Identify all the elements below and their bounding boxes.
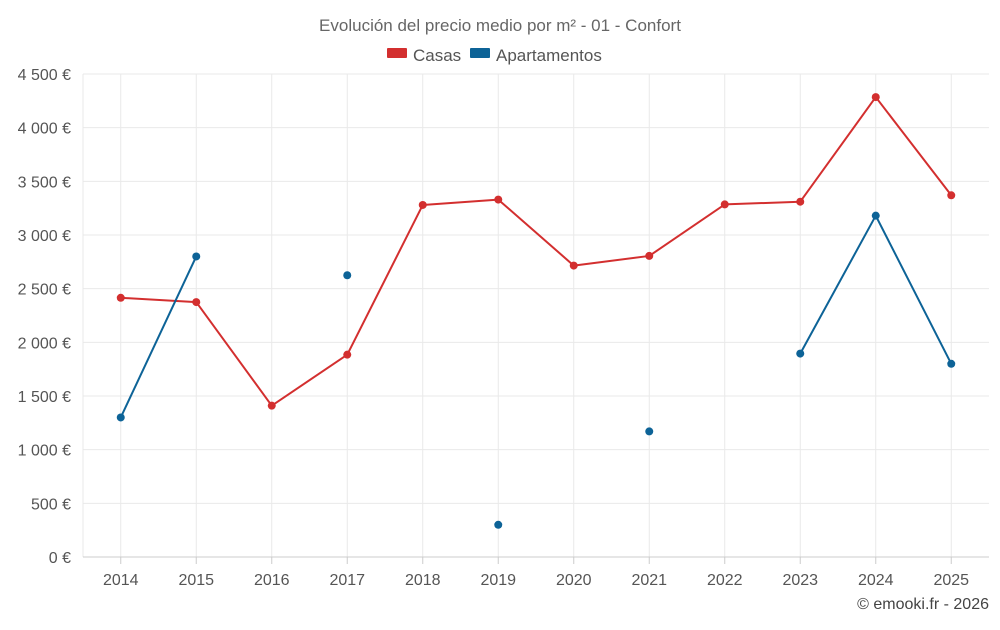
y-tick-label: 2 500 €	[18, 282, 71, 299]
data-point-casas[interactable]	[418, 200, 427, 209]
data-point-casas[interactable]	[267, 401, 276, 410]
data-point-casas[interactable]	[116, 293, 125, 302]
axes: 0 € 500 € 1 000 € 1 500 € 2 000 € 2 500 € 3 00…	[18, 67, 989, 589]
data-point-casas[interactable]	[720, 200, 729, 209]
data-point-casas[interactable]	[569, 261, 578, 270]
data-point-casas[interactable]	[645, 251, 654, 260]
y-tick-label: 1 500 €	[18, 389, 71, 406]
data-point-apartamentos[interactable]	[192, 252, 201, 261]
x-tick-label: 2022	[707, 572, 743, 589]
series-line-apartamentos	[119, 256, 198, 418]
chart-title: Evolución del precio medio por m² - 01 -…	[319, 16, 681, 35]
data-point-apartamentos[interactable]	[645, 427, 654, 436]
data-point-apartamentos[interactable]	[494, 520, 503, 529]
x-tick-label: 2023	[782, 572, 818, 589]
x-tick-label: 2014	[103, 572, 139, 589]
x-tick-label: 2024	[858, 572, 894, 589]
x-tick-label: 2015	[178, 572, 214, 589]
x-tick-label: 2018	[405, 572, 441, 589]
data-point-casas[interactable]	[947, 191, 956, 200]
data-point-apartamentos[interactable]	[871, 211, 880, 220]
x-tick-label: 2017	[329, 572, 365, 589]
data-point-casas[interactable]	[343, 350, 352, 359]
credit-text: © emooki.fr - 2026	[857, 596, 989, 613]
legend-swatch-casas	[387, 48, 407, 58]
legend-swatch-apartamentos	[470, 48, 490, 58]
y-tick-label: 3 500 €	[18, 174, 71, 191]
x-tick-label: 2020	[556, 572, 592, 589]
data-point-apartamentos[interactable]	[796, 349, 805, 358]
x-tick-label: 2016	[254, 572, 290, 589]
y-tick-label: 4 500 €	[18, 67, 71, 84]
y-tick-label: 2 000 €	[18, 335, 71, 352]
x-tick-label: 2025	[933, 572, 969, 589]
series	[116, 93, 956, 529]
data-point-casas[interactable]	[494, 195, 503, 204]
y-tick-label: 500 €	[31, 496, 71, 513]
y-tick-label: 3 000 €	[18, 228, 71, 245]
y-tick-label: 1 000 €	[18, 443, 71, 460]
y-tick-label: 0 €	[49, 550, 71, 567]
data-point-casas[interactable]	[871, 93, 880, 102]
legend: Casas Apartamentos	[387, 46, 602, 65]
data-point-apartamentos[interactable]	[116, 413, 125, 422]
data-point-apartamentos[interactable]	[343, 271, 352, 280]
series-line-casas	[120, 96, 953, 407]
data-point-apartamentos[interactable]	[947, 359, 956, 368]
legend-label-casas[interactable]: Casas	[413, 46, 461, 65]
data-point-casas[interactable]	[796, 197, 805, 206]
y-tick-label: 4 000 €	[18, 121, 71, 138]
x-tick-label: 2021	[631, 572, 667, 589]
legend-label-apartamentos[interactable]: Apartamentos	[496, 46, 602, 65]
data-point-casas[interactable]	[192, 298, 201, 307]
grid	[82, 73, 989, 558]
x-tick-label: 2019	[480, 572, 516, 589]
